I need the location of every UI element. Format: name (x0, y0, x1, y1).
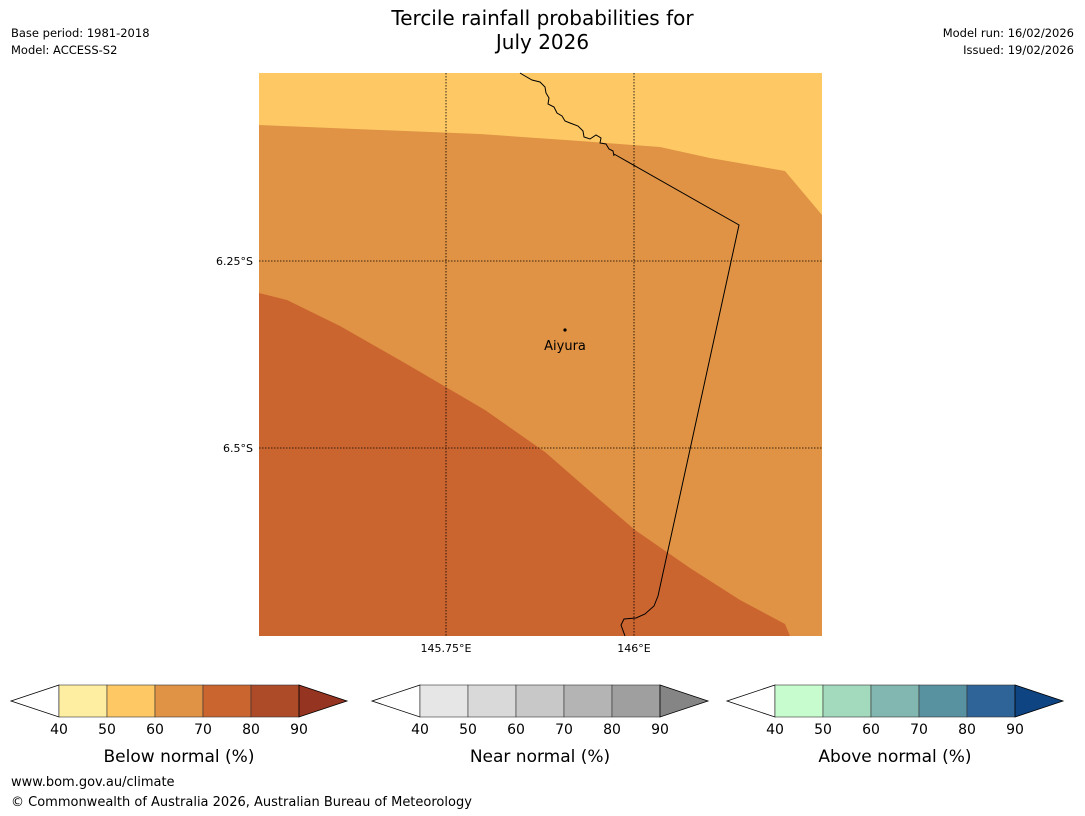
legend-tick-label: 90 (290, 722, 308, 738)
legends: 40 50 60 70 80 90 Below normal (%) 40 50 60 70 80 90… (9, 684, 1065, 767)
legend-tick-label: 60 (146, 722, 164, 738)
coastline (519, 72, 615, 157)
gridlines (259, 73, 822, 636)
legend-3: 40 50 60 70 80 90 Above normal (%) (725, 684, 1065, 767)
legend-swatch (611, 684, 661, 718)
legend-tick-label: 50 (459, 722, 477, 738)
region-dark (259, 293, 790, 636)
legend-swatch (966, 684, 1016, 718)
legend-swatch (774, 684, 824, 718)
legend-tick-label: 60 (862, 722, 880, 738)
legend-swatch (822, 684, 872, 718)
issued-date: Issued: 19/02/2026 (963, 43, 1074, 57)
legend-tick-label: 90 (651, 722, 669, 738)
legend-tick-label: 60 (507, 722, 525, 738)
meta-right: Model run: 16/02/2026 Issued: 19/02/2026 (943, 25, 1074, 59)
legend-swatch (918, 684, 968, 718)
legend-swatch (154, 684, 204, 718)
base-period: Base period: 1981-2018 (11, 26, 150, 40)
legend-label: Near normal (%) (470, 747, 610, 767)
legend-over-arrow (1014, 684, 1065, 718)
legend-swatch (202, 684, 252, 718)
title-line-1: Tercile rainfall probabilities for (391, 6, 694, 30)
title-line-2: July 2026 (495, 30, 590, 54)
legend-tick-label: 50 (98, 722, 116, 738)
legend-swatch (419, 684, 469, 718)
chart-title: Tercile rainfall probabilities for July … (0, 6, 1085, 54)
legend-1: 40 50 60 70 80 90 Below normal (%) (9, 684, 349, 767)
border-line (613, 153, 740, 637)
legend-swatch (250, 684, 300, 718)
legend-tick-label: 90 (1006, 722, 1024, 738)
legend-swatch (467, 684, 517, 718)
legend-label: Below normal (%) (104, 747, 255, 767)
model-run: Model run: 16/02/2026 (942, 26, 1074, 40)
lat-label-6-5: 6.5°S (223, 442, 253, 455)
legend-swatch (870, 684, 920, 718)
legend-tick-label: 80 (242, 722, 260, 738)
footer-url[interactable]: www.bom.gov.au/climate (11, 775, 175, 790)
legend-tick-label: 40 (50, 722, 68, 738)
legend-tick-label: 50 (814, 722, 832, 738)
legend-tick-label: 40 (411, 722, 429, 738)
legend-under-arrow (370, 684, 421, 718)
meta-left: Base period: 1981-2018 Model: ACCESS-S2 (11, 25, 150, 59)
model-name: Model: ACCESS-S2 (11, 43, 118, 57)
legend-tick-label: 80 (958, 722, 976, 738)
lon-label-145-75: 145.75°E (421, 642, 472, 655)
legend-swatch (563, 684, 613, 718)
legend-over-arrow (659, 684, 710, 718)
map-panel[interactable]: Aiyura (259, 72, 822, 637)
footer-copyright: © Commonwealth of Australia 2026, Austra… (11, 795, 472, 810)
legend-tick-label: 80 (603, 722, 621, 738)
legend-label: Above normal (%) (818, 747, 971, 767)
legend-under-arrow (725, 684, 776, 718)
location-label: Aiyura (544, 339, 586, 354)
legend-swatch (106, 684, 156, 718)
location-marker (563, 328, 567, 332)
legend-swatch (515, 684, 565, 718)
legend-tick-label: 70 (555, 722, 573, 738)
legend-over-arrow (298, 684, 349, 718)
legend-tick-label: 70 (910, 722, 928, 738)
legend-under-arrow (9, 684, 60, 718)
legend-2: 40 50 60 70 80 90 Near normal (%) (370, 684, 710, 767)
legend-tick-label: 70 (194, 722, 212, 738)
lon-label-146: 146°E (617, 642, 650, 655)
legend-tick-label: 40 (766, 722, 784, 738)
lat-label-6-25: 6.25°S (216, 255, 253, 268)
legend-swatch (58, 684, 108, 718)
